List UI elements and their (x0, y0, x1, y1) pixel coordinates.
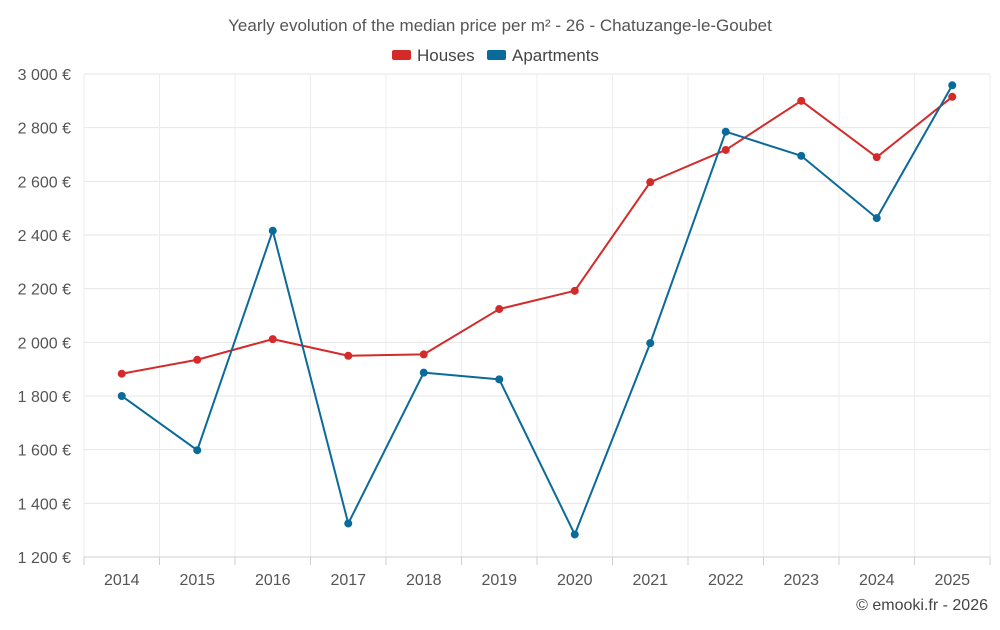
data-point-apartments[interactable] (872, 214, 881, 223)
data-point-houses[interactable] (344, 351, 353, 360)
x-tick-label: 2018 (406, 572, 442, 589)
y-tick-label: 1 400 € (18, 496, 71, 513)
x-tick-label: 2019 (481, 572, 517, 589)
data-point-houses[interactable] (872, 153, 881, 162)
y-tick-label: 1 200 € (18, 550, 71, 567)
legend-swatch (487, 50, 506, 60)
x-tick-label: 2021 (632, 572, 668, 589)
data-point-apartments[interactable] (646, 339, 655, 348)
legend-item-houses[interactable]: Houses (392, 46, 475, 65)
x-tick-label: 2025 (934, 572, 970, 589)
x-axis: 2014 2015 2016 2017 2018 2019 2020 2021 2022 2023… (83, 556, 991, 589)
y-tick-label: 2 000 € (18, 335, 71, 352)
data-point-houses[interactable] (570, 286, 579, 295)
data-point-houses[interactable] (721, 145, 730, 154)
data-point-houses[interactable] (268, 335, 277, 344)
series-layer (117, 81, 957, 539)
x-tick-label: 2017 (330, 572, 366, 589)
x-tick-label: 2023 (783, 572, 819, 589)
y-tick-label: 2 800 € (18, 121, 71, 138)
data-point-apartments[interactable] (495, 375, 504, 384)
data-point-apartments[interactable] (419, 368, 428, 377)
data-point-houses[interactable] (117, 369, 126, 378)
copyright-credit: © emooki.fr - 2026 (856, 597, 988, 614)
y-axis: 1 200 € 1 400 € 1 600 € 1 800 € 2 000 € 2 200… (18, 67, 71, 567)
data-point-apartments[interactable] (721, 127, 730, 136)
data-point-houses[interactable] (495, 305, 504, 314)
data-point-apartments[interactable] (797, 151, 806, 160)
legend-label: Apartments (512, 46, 599, 65)
data-point-houses[interactable] (948, 92, 957, 101)
series-line-houses (121, 96, 953, 375)
x-tick-label: 2020 (557, 572, 593, 589)
data-point-apartments[interactable] (117, 392, 126, 400)
data-point-apartments[interactable] (570, 530, 579, 539)
data-point-apartments[interactable] (344, 519, 353, 528)
y-tick-label: 1 800 € (18, 389, 71, 406)
data-point-houses[interactable] (646, 178, 655, 187)
data-point-apartments[interactable] (948, 81, 957, 90)
legend: Houses Apartments (392, 46, 599, 65)
series-apartments (117, 81, 957, 539)
data-point-apartments[interactable] (268, 226, 277, 235)
data-point-houses[interactable] (193, 355, 202, 364)
series-line-apartments (121, 84, 954, 536)
y-tick-label: 2 600 € (18, 174, 71, 191)
series-houses (117, 92, 957, 378)
y-tick-label: 1 600 € (18, 443, 71, 460)
grid (83, 73, 991, 558)
chart-title: Yearly evolution of the median price per… (228, 16, 772, 35)
x-tick-label: 2015 (179, 572, 215, 589)
data-point-apartments[interactable] (193, 446, 202, 455)
data-point-houses[interactable] (797, 96, 806, 105)
legend-swatch (392, 50, 411, 60)
y-tick-label: 3 000 € (18, 67, 71, 84)
x-tick-label: 2014 (104, 572, 140, 589)
x-tick-label: 2022 (708, 572, 744, 589)
legend-label: Houses (417, 46, 475, 65)
data-point-houses[interactable] (419, 350, 428, 359)
y-tick-label: 2 200 € (18, 282, 71, 299)
legend-item-apartments[interactable]: Apartments (487, 46, 599, 65)
y-tick-label: 2 400 € (18, 228, 71, 245)
x-tick-label: 2024 (859, 572, 895, 589)
x-tick-label: 2016 (255, 572, 291, 589)
